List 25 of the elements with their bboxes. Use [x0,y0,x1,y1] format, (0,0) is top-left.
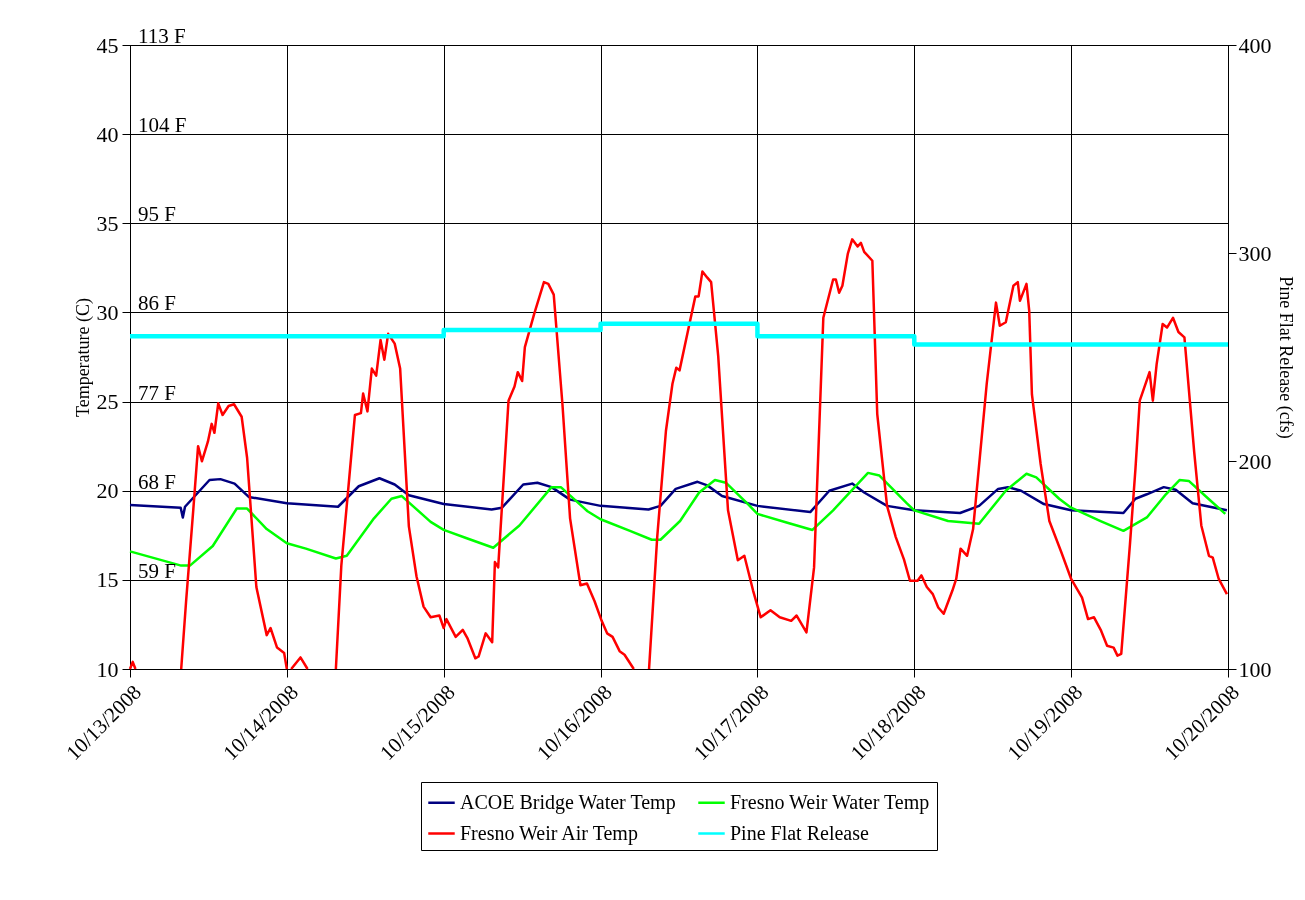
legend-label: Pine Flat Release [730,821,869,844]
y-tick-label: 35 [96,210,119,236]
y-axis-title: Temperature (C) [72,297,94,418]
annotation: 104 F [138,113,187,138]
y-tick-label: 40 [96,121,119,147]
y-tick-label: 45 [96,32,119,58]
y-tick-label: 10 [96,656,119,682]
legend-label: Fresno Weir Air Temp [460,821,638,845]
y2-tick-label: 300 [1238,240,1272,266]
annotation: 95 F [138,202,176,227]
y-tick-label: 15 [96,567,119,593]
y2-tick-label: 100 [1238,656,1272,682]
annotation: 113 F [138,24,186,48]
legend-label: Fresno Weir Water Temp [730,790,930,814]
annotation: 77 F [138,380,176,405]
annotation: 86 F [138,291,176,316]
y-tick-label: 25 [96,389,119,415]
y2-tick-label: 400 [1238,32,1272,58]
y-tick-label: 20 [96,478,119,504]
y-tick-label: 30 [96,299,119,325]
y2-tick-label: 200 [1238,448,1272,474]
annotation: 59 F [138,558,176,583]
y2-axis-title: Pine Flat Release (cfs) [1274,276,1296,439]
annotation: 68 F [138,469,176,494]
legend-label: ACOE Bridge Water Temp [460,790,676,814]
